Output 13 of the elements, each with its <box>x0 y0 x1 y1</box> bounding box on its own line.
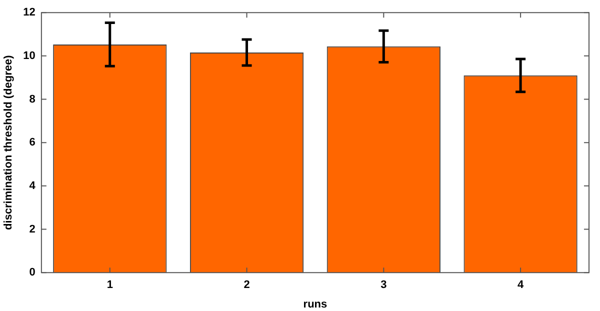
y-tick-label: 0 <box>29 266 36 279</box>
y-tick-label: 2 <box>29 223 36 236</box>
x-axis-title: runs <box>303 298 328 310</box>
x-tick-label: 2 <box>244 279 250 292</box>
x-tick-label: 4 <box>517 279 524 292</box>
x-tick-label: 1 <box>106 279 113 292</box>
x-tick-label: 3 <box>380 279 387 292</box>
y-tick-label: 8 <box>29 93 36 106</box>
y-tick-label: 10 <box>23 50 36 62</box>
y-tick-label: 4 <box>29 180 36 192</box>
y-tick-label: 12 <box>23 6 36 19</box>
y-axis-title: discrimination threshold (degree) <box>2 54 15 230</box>
y-tick-label: 6 <box>29 136 36 149</box>
